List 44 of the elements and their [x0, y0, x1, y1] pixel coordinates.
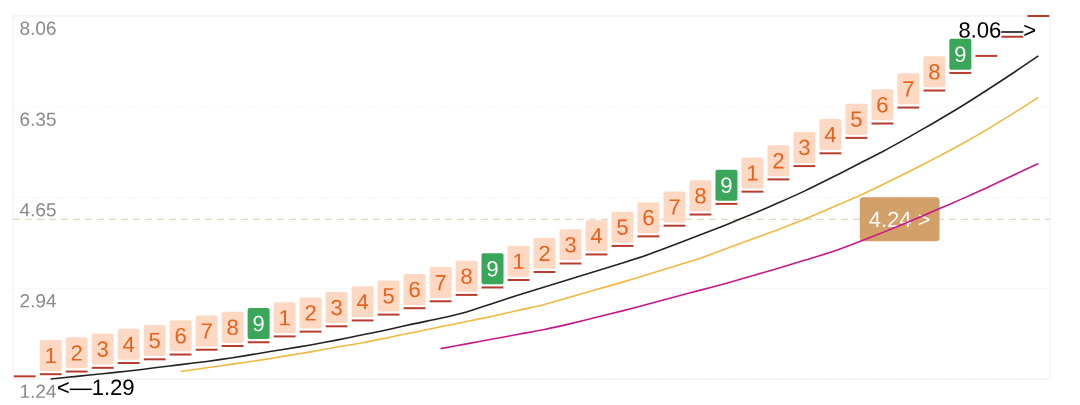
text: 4: [824, 127, 836, 143]
text: 3: [565, 237, 576, 253]
text: 5: [383, 288, 394, 304]
ref-line-label: 4.24 >: [869, 211, 930, 227]
text: 7: [435, 275, 446, 291]
text: 9: [955, 46, 966, 63]
text: 1: [514, 253, 524, 269]
text: 4: [590, 228, 602, 244]
text: 5: [149, 332, 160, 349]
text: 1: [747, 165, 758, 181]
text: 9: [253, 315, 264, 332]
text: 7: [201, 323, 212, 339]
text: 6: [643, 209, 654, 226]
y-tick-label: 2.94: [20, 294, 56, 308]
text: 2: [773, 153, 784, 169]
text: 4: [123, 336, 135, 352]
y-tick-label: 1.24: [20, 384, 56, 398]
text: 5: [851, 111, 862, 127]
text: 8: [227, 319, 238, 336]
text: 7: [903, 81, 914, 97]
text: 8: [929, 64, 940, 80]
text: 3: [97, 341, 108, 357]
y-tick-label: 4.65: [19, 203, 56, 217]
text: 3: [331, 299, 342, 316]
y-tick-label: 6.35: [20, 112, 56, 126]
text: 8: [695, 188, 706, 204]
text: 2: [71, 345, 82, 361]
text: 1: [280, 310, 290, 326]
text: 9: [721, 177, 732, 193]
annotation: 8.06—>: [959, 22, 1036, 38]
text: 3: [799, 139, 810, 156]
text: 8: [461, 268, 472, 284]
text: 6: [409, 281, 420, 298]
text: 1: [46, 347, 56, 364]
text: <—1.29: [57, 379, 134, 396]
y-tick-label: 8.06: [20, 21, 56, 35]
text: 2: [305, 305, 316, 321]
text: 4: [356, 294, 369, 310]
text: 6: [175, 328, 186, 344]
text: 6: [877, 97, 888, 113]
text: 7: [669, 199, 680, 215]
text: 9: [487, 260, 498, 277]
text: 5: [617, 219, 628, 235]
text: 2: [539, 245, 550, 261]
